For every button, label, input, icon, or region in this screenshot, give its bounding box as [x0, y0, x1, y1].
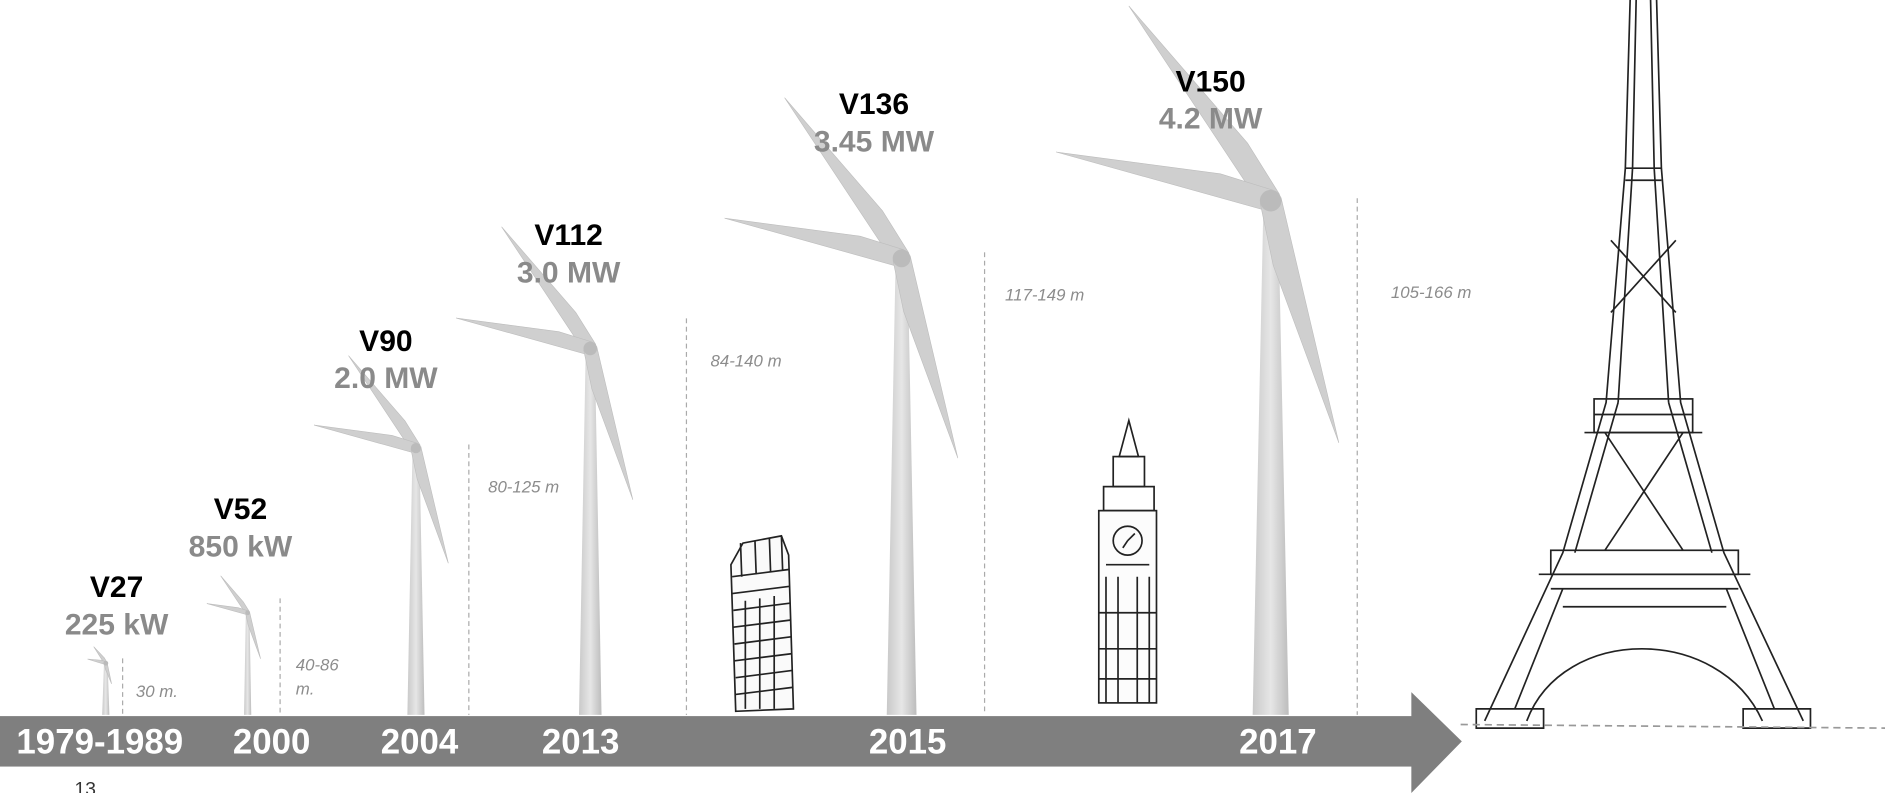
power-rating: 2.0 MW [334, 362, 438, 395]
year-label: 2004 [381, 722, 459, 761]
turbine [1056, 5, 1340, 715]
pisa-tower [730, 534, 795, 713]
model-name: V27 [90, 571, 143, 604]
height-label-box: 84-140 m [710, 350, 782, 371]
power-rating: 3.0 MW [517, 256, 621, 289]
turbine [724, 97, 959, 715]
power-rating: 4.2 MW [1159, 103, 1263, 136]
height-label-box: 30 m. [135, 681, 178, 701]
height-range: 117-149 m [1005, 284, 1085, 304]
year-label: 2015 [869, 722, 947, 761]
height-range: 84-140 m [710, 350, 782, 371]
turbine-hub [1259, 189, 1282, 212]
turbine [87, 646, 112, 715]
turbine-hub [892, 249, 911, 268]
height-label-box: 117-149 m [1005, 284, 1085, 304]
model-name: V136 [839, 88, 909, 121]
turbine-tower [102, 663, 110, 715]
turbine-tower [407, 448, 425, 715]
height-range: 105-166 m [1390, 282, 1472, 302]
turbine-hub [583, 341, 598, 356]
height-range: 80-125 m [488, 477, 560, 497]
model-name: V112 [534, 219, 603, 252]
turbine-hub [410, 443, 422, 454]
turbine-tower [244, 612, 252, 715]
height-label-box: 40-86 m. [295, 654, 339, 699]
turbine-hub [245, 610, 251, 616]
year-label: 2000 [233, 722, 311, 761]
power-rating: 225 kW [65, 608, 169, 641]
turbine-tower [578, 348, 602, 715]
year-label: 1979-1989 [16, 722, 183, 761]
page-number: 13 [75, 779, 96, 793]
year-label: 2017 [1239, 722, 1317, 761]
height-label-box: 105-166 m [1390, 282, 1472, 302]
turbine-tower [886, 258, 917, 715]
model-name: V52 [214, 493, 267, 526]
turbine-tower [1252, 200, 1289, 715]
eiffel-tower [1460, 0, 1885, 729]
power-rating: 850 kW [189, 530, 293, 563]
height-range: 30 m. [135, 681, 178, 701]
turbine [313, 355, 449, 715]
power-rating: 3.45 MW [814, 125, 935, 158]
timeline-arrow [0, 692, 1462, 793]
height-label-box: 80-125 m [488, 477, 560, 497]
turbine-hub [103, 660, 109, 666]
height-range: 40-86 m. [295, 654, 339, 699]
model-name: V150 [1176, 65, 1246, 98]
year-label: 2013 [542, 722, 620, 761]
turbine [206, 575, 261, 715]
turbine [456, 226, 634, 715]
big-ben [1097, 417, 1158, 704]
model-name: V90 [359, 325, 412, 358]
